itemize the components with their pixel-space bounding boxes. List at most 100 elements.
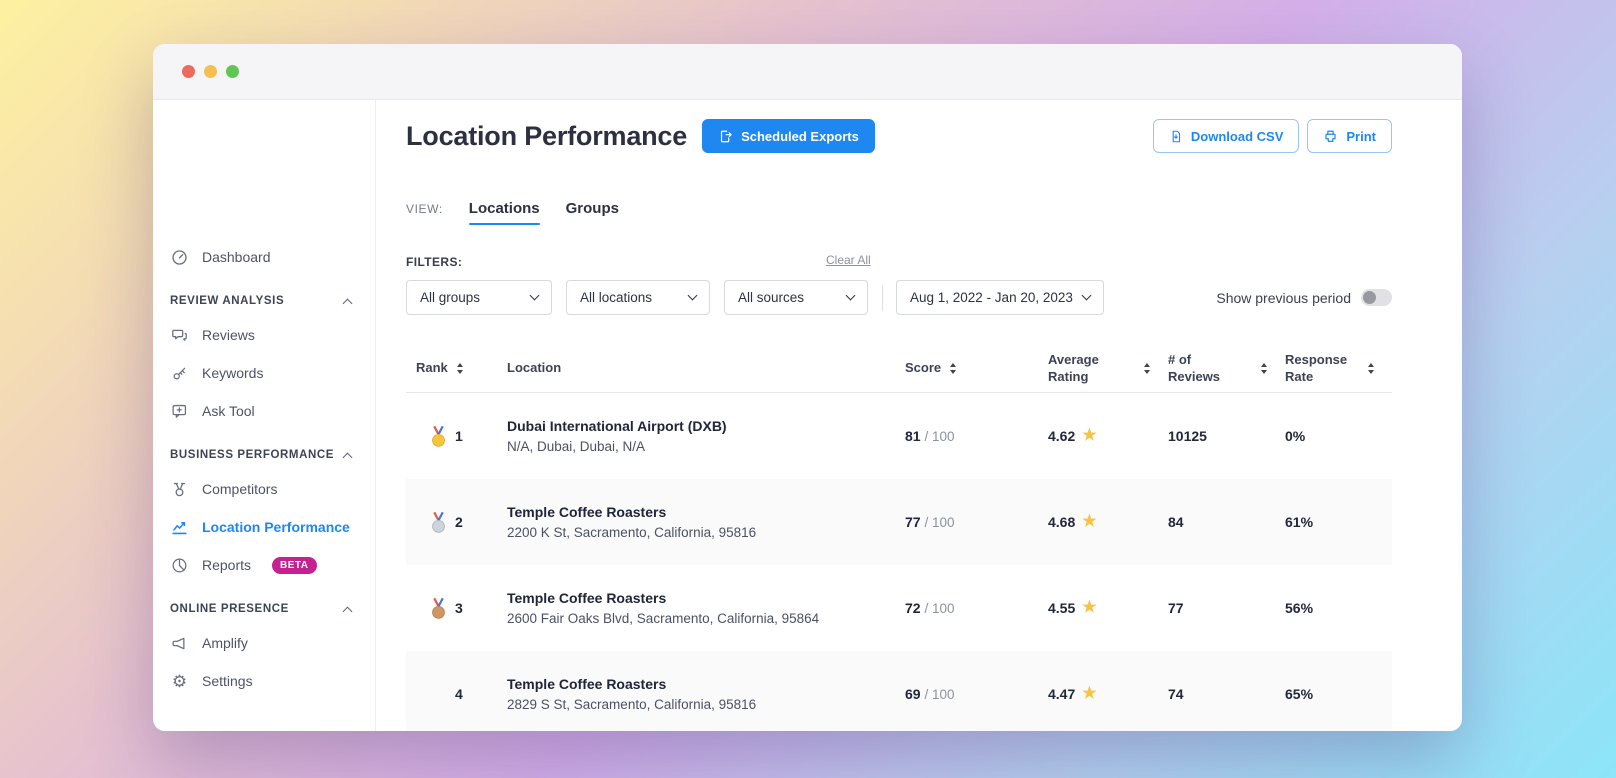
rating-value: 4.47	[1048, 686, 1076, 702]
sidebar-section-review-analysis[interactable]: REVIEW ANALYSIS	[153, 286, 375, 316]
score-value: 77	[905, 514, 921, 530]
maximize-window-button[interactable]	[226, 65, 239, 78]
button-label: Scheduled Exports	[741, 128, 859, 144]
chevron-up-icon	[342, 606, 353, 616]
rating-cell: 4.55 ★	[1048, 599, 1168, 617]
section-title: REVIEW ANALYSIS	[170, 295, 285, 307]
show-previous-period-toggle[interactable]	[1361, 289, 1392, 306]
gauge-icon	[170, 248, 189, 267]
clear-all-link[interactable]: Clear All	[826, 253, 871, 267]
show-previous-period-label: Show previous period	[1216, 289, 1351, 306]
column-label: # of Reviews	[1168, 352, 1221, 384]
sort-icon[interactable]	[950, 363, 956, 374]
column-header-rank: Rank	[406, 360, 507, 376]
sidebar-item-ask-tool[interactable]: Ask Tool	[153, 392, 375, 430]
tab-locations[interactable]: Locations	[468, 200, 540, 225]
score-suffix: / 100	[924, 429, 955, 444]
rank-cell: 4	[406, 682, 507, 706]
silver-medal-icon	[430, 510, 449, 534]
rating-cell: 4.47 ★	[1048, 686, 1168, 703]
view-label: VIEW:	[406, 201, 443, 216]
location-address: N/A, Dubai, Dubai, N/A	[507, 439, 646, 454]
file-export-icon	[718, 129, 733, 144]
sidebar-item-settings[interactable]: ⚙ Settings	[153, 662, 375, 700]
groups-filter-select[interactable]: All groups	[406, 280, 552, 315]
response-rate: 0%	[1285, 428, 1306, 444]
toggle-knob	[1363, 291, 1376, 304]
column-label: Location	[507, 360, 562, 376]
location-address: 2200 K St, Sacramento, California, 95816	[507, 525, 757, 540]
date-range-picker[interactable]: Aug 1, 2022 - Jan 20, 2023	[896, 280, 1104, 315]
sidebar-section-online-presence[interactable]: ONLINE PRESENCE	[153, 594, 375, 624]
scheduled-exports-button[interactable]: Scheduled Exports	[702, 119, 875, 153]
sources-filter-select[interactable]: All sources	[724, 280, 868, 315]
column-header-reviews: # of Reviews	[1168, 352, 1285, 385]
sort-icon[interactable]	[1144, 363, 1150, 374]
sidebar-item-competitors[interactable]: Competitors	[153, 470, 375, 508]
column-label: Rank	[416, 360, 448, 376]
table-row[interactable]: 1 Dubai International Airport (DXB) N/A,…	[406, 393, 1392, 479]
sidebar-item-dashboard[interactable]: Dashboard	[153, 238, 375, 276]
chevron-down-icon	[529, 290, 540, 301]
download-csv-button[interactable]: Download CSV	[1152, 119, 1300, 153]
sidebar-item-label: Settings	[202, 673, 253, 689]
locations-table: Rank Location Score Average Rating	[406, 345, 1392, 731]
chevron-down-icon	[687, 290, 698, 301]
select-value: All sources	[738, 290, 805, 305]
sidebar-item-label: Competitors	[202, 481, 278, 497]
location-address: 2829 S St, Sacramento, California, 95816	[507, 697, 757, 712]
minimize-window-button[interactable]	[204, 65, 217, 78]
sidebar-item-label: Reviews	[202, 327, 255, 343]
column-header-average-rating: Average Rating	[1048, 352, 1168, 385]
filters-section: FILTERS: Clear All All groups All locati…	[406, 253, 1392, 315]
column-label: Response Rate	[1285, 352, 1348, 384]
sidebar-section-business-performance[interactable]: BUSINESS PERFORMANCE	[153, 440, 375, 470]
locations-filter-select[interactable]: All locations	[566, 280, 710, 315]
response-rate: 61%	[1285, 514, 1314, 530]
sidebar-item-label: Keywords	[202, 365, 264, 381]
score-cell: 69 / 100	[893, 686, 1048, 702]
table-row[interactable]: 4 Temple Coffee Roasters 2829 S St, Sacr…	[406, 651, 1392, 731]
location-name: Dubai International Airport (DXB)	[507, 418, 727, 434]
no-medal	[430, 682, 449, 706]
score-cell: 77 / 100	[893, 514, 1048, 530]
rank-value: 3	[455, 600, 463, 616]
sort-icon[interactable]	[457, 363, 463, 374]
column-header-score: Score	[893, 360, 1048, 376]
location-address: 2600 Fair Oaks Blvd, Sacramento, Califor…	[507, 611, 820, 626]
sidebar-item-amplify[interactable]: Amplify	[153, 624, 375, 662]
column-header-location: Location	[507, 360, 893, 376]
star-icon: ★	[1082, 427, 1097, 444]
button-label: Download CSV	[1190, 128, 1284, 144]
rank-cell: 1	[406, 424, 507, 448]
bronze-medal-icon	[430, 596, 449, 620]
star-icon: ★	[1082, 599, 1097, 616]
sidebar-item-reports[interactable]: Reports BETA	[153, 546, 375, 584]
section-title: ONLINE PRESENCE	[170, 603, 289, 615]
sidebar-item-keywords[interactable]: Keywords	[153, 354, 375, 392]
main-content: Location Performance Scheduled Exports	[376, 100, 1462, 731]
chevron-up-icon	[342, 452, 353, 462]
chevron-up-icon	[342, 298, 353, 308]
print-button[interactable]: Print	[1307, 119, 1392, 153]
button-label: Print	[1346, 128, 1376, 144]
rating-value: 4.62	[1048, 428, 1076, 444]
rating-cell: 4.62 ★	[1048, 427, 1168, 445]
sidebar-item-reviews[interactable]: Reviews	[153, 316, 375, 354]
close-window-button[interactable]	[182, 65, 195, 78]
sort-icon[interactable]	[1368, 363, 1374, 374]
table-row[interactable]: 2 Temple Coffee Roasters 2200 K St, Sacr…	[406, 479, 1392, 565]
table-row[interactable]: 3 Temple Coffee Roasters 2600 Fair Oaks …	[406, 565, 1392, 651]
sort-icon[interactable]	[1261, 363, 1267, 374]
reviews-count: 74	[1168, 686, 1184, 702]
score-cell: 72 / 100	[893, 600, 1048, 616]
sidebar-item-location-performance[interactable]: Location Performance	[153, 508, 375, 546]
sidebar-item-label: Reports	[202, 557, 252, 573]
rank-value: 4	[455, 686, 463, 702]
chevron-down-icon	[845, 290, 856, 301]
score-value: 72	[905, 600, 921, 616]
rank-cell: 3	[406, 596, 507, 620]
tab-groups[interactable]: Groups	[565, 200, 619, 217]
gold-medal-icon	[430, 424, 449, 448]
